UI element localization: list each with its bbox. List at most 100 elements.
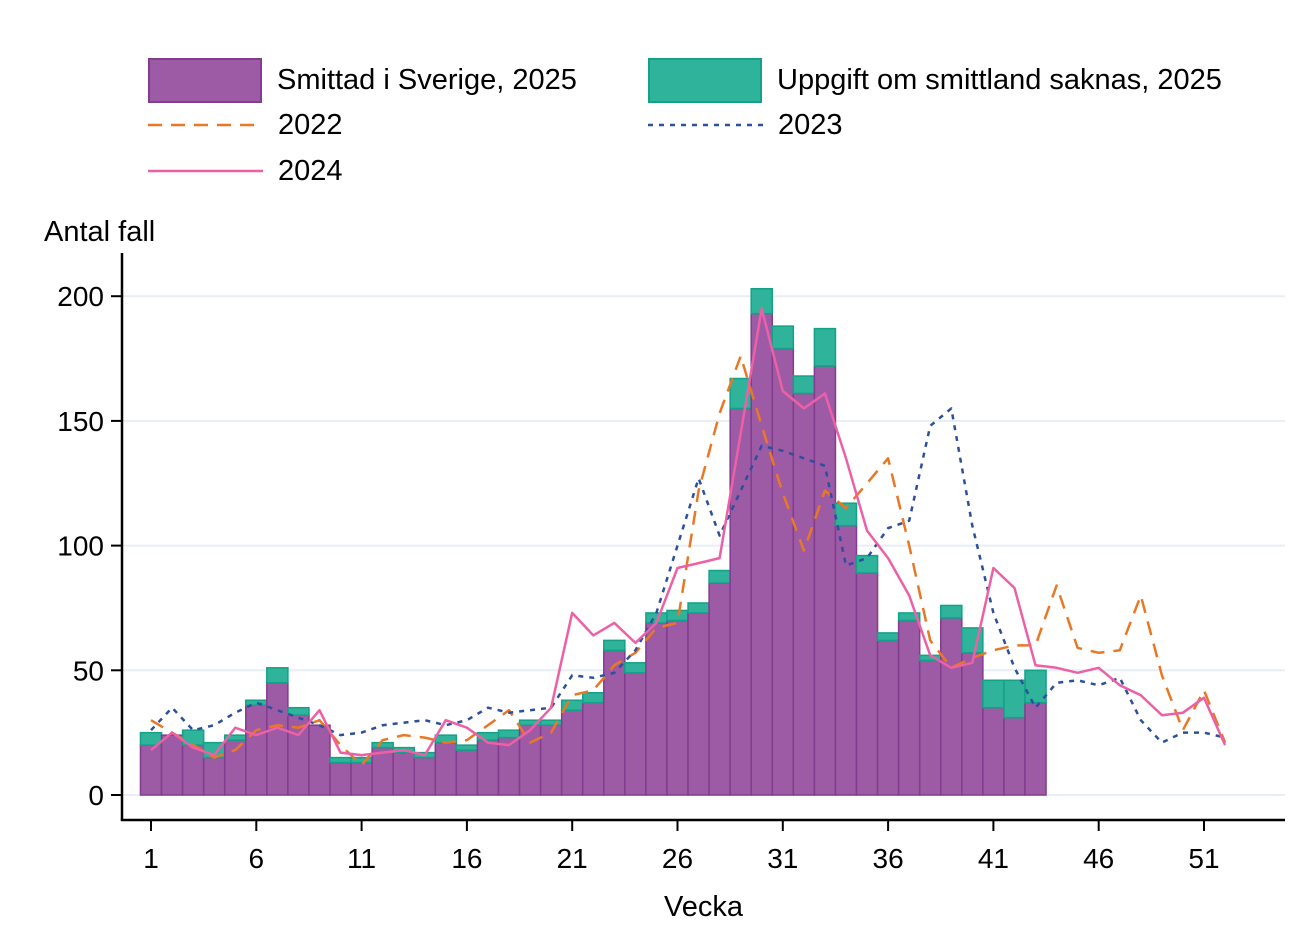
x-tick-label-41: 41 — [978, 843, 1009, 874]
bar-week-36-smittad-i-sverige — [876, 639, 900, 796]
y-tick-label-200: 200 — [57, 281, 104, 312]
bar-week-36-smittland-saknas — [876, 632, 900, 642]
bar-week-34-smittad-i-sverige — [834, 524, 858, 796]
legend-item-2024: 2024 — [148, 154, 343, 187]
legend-item-saknas: Uppgift om smittland saknas, 2025 — [648, 57, 1222, 103]
bar-week-8-smittland-saknas — [287, 706, 310, 716]
x-tick-label-21: 21 — [557, 843, 588, 874]
bar-week-13-smittad-i-sverige — [392, 751, 416, 796]
bar-week-38-smittad-i-sverige — [918, 659, 942, 796]
line-2022 — [150, 354, 1227, 767]
bar-week-14-smittad-i-sverige — [413, 756, 437, 796]
legend-label-2024: 2024 — [278, 154, 343, 187]
legend-swatch-saknas — [648, 57, 762, 103]
bar-week-32-smittland-saknas — [792, 375, 816, 395]
bars-2025 — [139, 287, 1047, 796]
bar-week-37-smittad-i-sverige — [897, 619, 921, 796]
bar-week-1-smittad-i-sverige — [139, 744, 163, 796]
bar-week-31-smittland-saknas — [771, 325, 795, 350]
x-tick-label-46: 46 — [1083, 843, 1114, 874]
bar-week-6-smittland-saknas — [245, 699, 268, 706]
bar-week-18-smittland-saknas — [497, 729, 521, 739]
legend-item-smittad: Smittad i Sverige, 2025 — [148, 57, 577, 103]
legend-swatch-y2024 — [148, 169, 263, 173]
y-tick-label-150: 150 — [57, 406, 104, 437]
bar-week-39-smittland-saknas — [940, 604, 963, 619]
bar-week-30-smittad-i-sverige — [750, 312, 774, 796]
x-tick-label-16: 16 — [451, 843, 482, 874]
bar-week-32-smittad-i-sverige — [792, 392, 816, 796]
bar-week-17-smittad-i-sverige — [476, 739, 500, 796]
bar-week-20-smittland-saknas — [539, 719, 563, 726]
y-tick-label-0: 0 — [88, 780, 104, 811]
x-tick-label-36: 36 — [873, 843, 904, 874]
bar-week-24-smittland-saknas — [624, 662, 647, 674]
bar-week-26-smittad-i-sverige — [666, 619, 689, 796]
bar-week-35-smittland-saknas — [855, 554, 879, 574]
bar-week-29-smittad-i-sverige — [729, 407, 752, 796]
bar-week-4-smittad-i-sverige — [202, 756, 226, 796]
line-2024 — [150, 307, 1227, 757]
bar-week-6-smittad-i-sverige — [245, 704, 268, 796]
bar-week-43-smittad-i-sverige — [1024, 701, 1047, 796]
bar-week-27-smittad-i-sverige — [687, 612, 710, 796]
bar-week-11-smittad-i-sverige — [350, 761, 373, 796]
x-axis-title: Vecka — [664, 891, 743, 923]
bar-week-24-smittad-i-sverige — [624, 672, 647, 796]
bar-week-21-smittad-i-sverige — [560, 709, 584, 796]
bar-week-16-smittland-saknas — [455, 744, 479, 751]
bar-week-40-smittad-i-sverige — [961, 652, 984, 796]
bar-week-12-smittland-saknas — [371, 741, 394, 749]
bar-week-37-smittland-saknas — [897, 612, 921, 622]
bar-week-23-smittland-saknas — [603, 639, 626, 652]
x-tick-label-11: 11 — [347, 843, 376, 874]
bar-week-2-smittad-i-sverige — [160, 734, 184, 796]
x-tick-labels: 1 6 11 16 21 26 31 36 41 46 51 — [143, 820, 1220, 874]
bar-week-42-smittad-i-sverige — [1003, 716, 1026, 796]
bar-week-34-smittland-saknas — [834, 502, 858, 527]
y-tick-labels: 0 50 100 150 200 — [57, 281, 122, 811]
bar-week-33-smittland-saknas — [813, 327, 837, 367]
bar-week-10-smittland-saknas — [329, 756, 352, 764]
legend-swatch-y2022 — [148, 123, 263, 127]
legend-label-saknas: Uppgift om smittland saknas, 2025 — [777, 63, 1222, 96]
legend-swatch-smittad — [148, 57, 262, 103]
bar-week-7-smittad-i-sverige — [266, 682, 289, 796]
bar-week-41-smittland-saknas — [982, 679, 1005, 709]
bar-week-22-smittad-i-sverige — [581, 701, 605, 796]
y-tick-label-100: 100 — [57, 531, 104, 562]
bar-week-10-smittad-i-sverige — [329, 761, 352, 796]
bar-week-41-smittad-i-sverige — [982, 706, 1005, 796]
bar-week-9-smittad-i-sverige — [308, 724, 331, 796]
bar-week-25-smittad-i-sverige — [645, 622, 668, 796]
bar-week-7-smittland-saknas — [266, 667, 289, 684]
bar-week-15-smittad-i-sverige — [434, 741, 458, 796]
x-tick-label-51: 51 — [1188, 843, 1219, 874]
bar-week-3-smittad-i-sverige — [181, 744, 205, 796]
bar-week-35-smittad-i-sverige — [855, 572, 879, 796]
bar-week-42-smittland-saknas — [1003, 679, 1026, 719]
bar-week-43-smittland-saknas — [1024, 669, 1047, 704]
x-tick-label-26: 26 — [662, 843, 693, 874]
x-tick-label-6: 6 — [249, 843, 265, 874]
y-tick-label-50: 50 — [73, 655, 104, 686]
bar-week-27-smittland-saknas — [687, 602, 710, 614]
bar-week-31-smittad-i-sverige — [771, 347, 795, 796]
y-axis-title: Antal fall — [44, 216, 156, 248]
bar-week-20-smittad-i-sverige — [539, 724, 563, 796]
bar-week-33-smittad-i-sverige — [813, 365, 837, 796]
legend-label-2023: 2023 — [778, 108, 843, 141]
legend-item-2022: 2022 — [148, 108, 343, 141]
legend-label-smittad: Smittad i Sverige, 2025 — [277, 63, 577, 96]
x-tick-label-31: 31 — [767, 843, 798, 874]
bar-week-26-smittland-saknas — [666, 609, 689, 622]
bar-week-22-smittland-saknas — [581, 691, 605, 704]
legend-swatch-y2023 — [648, 123, 763, 127]
bar-week-16-smittad-i-sverige — [455, 749, 479, 796]
bar-week-28-smittad-i-sverige — [708, 582, 731, 796]
bar-week-39-smittad-i-sverige — [940, 617, 963, 796]
x-tick-label-1: 1 — [143, 843, 159, 874]
legend-label-2022: 2022 — [278, 108, 343, 141]
